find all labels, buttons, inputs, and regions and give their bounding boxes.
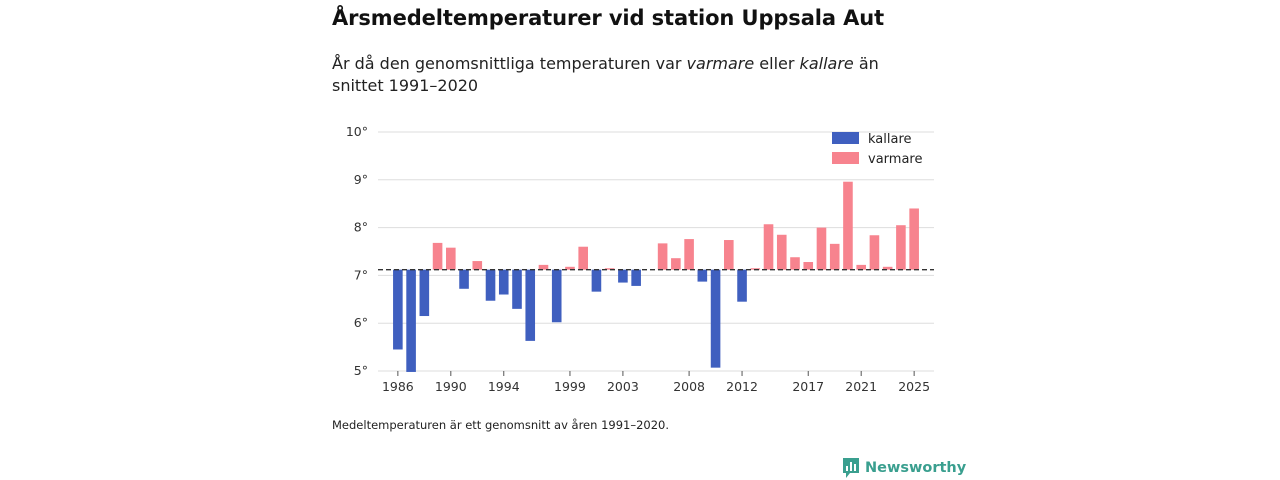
legend-label-kallare: kallare: [868, 132, 912, 147]
y-tick-label: 5°: [354, 363, 368, 378]
bar-2007: [671, 258, 681, 270]
bar-2019: [829, 243, 840, 270]
x-axis-ticks: 1986 1990 1994 1999 2003 2008 2012 2017 2021 2025: [382, 371, 930, 394]
bar-2014: [763, 224, 774, 270]
y-tick-label: 10°: [346, 124, 368, 139]
bar-2001: [591, 269, 602, 292]
bar-2002: [604, 268, 615, 270]
brand-name: Newsworthy: [865, 460, 967, 476]
legend-swatch-kallare: [832, 132, 859, 144]
bar-2012: [737, 269, 747, 302]
legend: kallare varmare: [832, 132, 922, 167]
bar-1986: [393, 269, 403, 350]
x-tick-label: 1994: [488, 379, 520, 394]
subtitle-warm-word: varmare: [686, 54, 755, 73]
chart-container: Årsmedeltemperaturer vid station Uppsala…: [332, 0, 966, 480]
bar-2000: [578, 246, 588, 270]
x-tick-label: 2012: [726, 379, 758, 394]
bar-1993: [485, 269, 496, 301]
bar-2006: [657, 243, 668, 270]
y-axis-ticks: 5° 6° 7° 8° 9° 10°: [346, 124, 368, 378]
subtitle-cold-word: kallare: [799, 54, 854, 73]
x-tick-label: 2025: [898, 379, 930, 394]
y-tick-label: 9°: [354, 172, 368, 187]
bar-2015: [776, 234, 787, 270]
bar-2018: [816, 227, 827, 270]
bar-1997: [538, 264, 549, 270]
x-tick-label: 1999: [554, 379, 586, 394]
chart-subtitle: År då den genomsnittliga temperaturen va…: [332, 53, 932, 97]
legend-swatch-varmare: [832, 152, 859, 164]
bar-2010: [710, 269, 721, 368]
subtitle-prefix: År då den genomsnittliga temperaturen va…: [332, 54, 687, 73]
bar-1995: [512, 269, 522, 309]
bar-2008: [684, 239, 694, 270]
bar-2013: [750, 268, 761, 270]
bar-2024: [896, 225, 906, 270]
legend-label-varmare: varmare: [868, 152, 922, 167]
bar-2020: [843, 181, 853, 270]
bars: [393, 181, 919, 372]
bar-1990: [446, 247, 456, 270]
x-tick-label: 2003: [607, 379, 639, 394]
newsworthy-logo-icon: [843, 458, 859, 478]
bar-1998: [551, 269, 562, 323]
x-tick-label: 1990: [435, 379, 467, 394]
bar-2017: [803, 262, 814, 270]
brand-logo[interactable]: Newsworthy: [842, 457, 966, 479]
bar-2009: [697, 269, 708, 282]
bar-1987: [406, 269, 416, 372]
bar-2011: [724, 240, 734, 270]
gridlines: [378, 131, 934, 372]
bar-2004: [631, 269, 641, 286]
x-tick-label: 2017: [792, 379, 824, 394]
bar-1996: [525, 269, 536, 341]
bar-1994: [498, 269, 509, 295]
bar-1999: [565, 266, 575, 270]
bar-2022: [869, 235, 880, 270]
bar-2021: [856, 264, 866, 270]
bar-1989: [432, 242, 443, 270]
bar-1992: [472, 261, 483, 270]
bar-2016: [790, 257, 800, 270]
bar-1991: [459, 269, 469, 289]
bar-2003: [618, 269, 628, 283]
bar-chart: 5° 6° 7° 8° 9° 10° 1986 1990 1994 1999 2003 2008 20…: [346, 124, 934, 394]
footnote: Medeltemperaturen är ett genomsnitt av å…: [332, 418, 670, 432]
y-tick-label: 6°: [354, 315, 368, 330]
subtitle-middle: eller: [754, 54, 800, 73]
bar-2023: [882, 266, 893, 270]
bar-1988: [419, 269, 430, 317]
x-tick-label: 1986: [382, 379, 414, 394]
chart-title: Årsmedeltemperaturer vid station Uppsala…: [332, 6, 885, 30]
bar-2025: [909, 208, 919, 270]
y-tick-label: 7°: [354, 267, 368, 282]
subtitle-suffix: än snittet 1991–2020: [332, 54, 879, 95]
x-tick-label: 2021: [845, 379, 877, 394]
y-tick-label: 8°: [354, 220, 368, 235]
x-tick-label: 2008: [673, 379, 705, 394]
